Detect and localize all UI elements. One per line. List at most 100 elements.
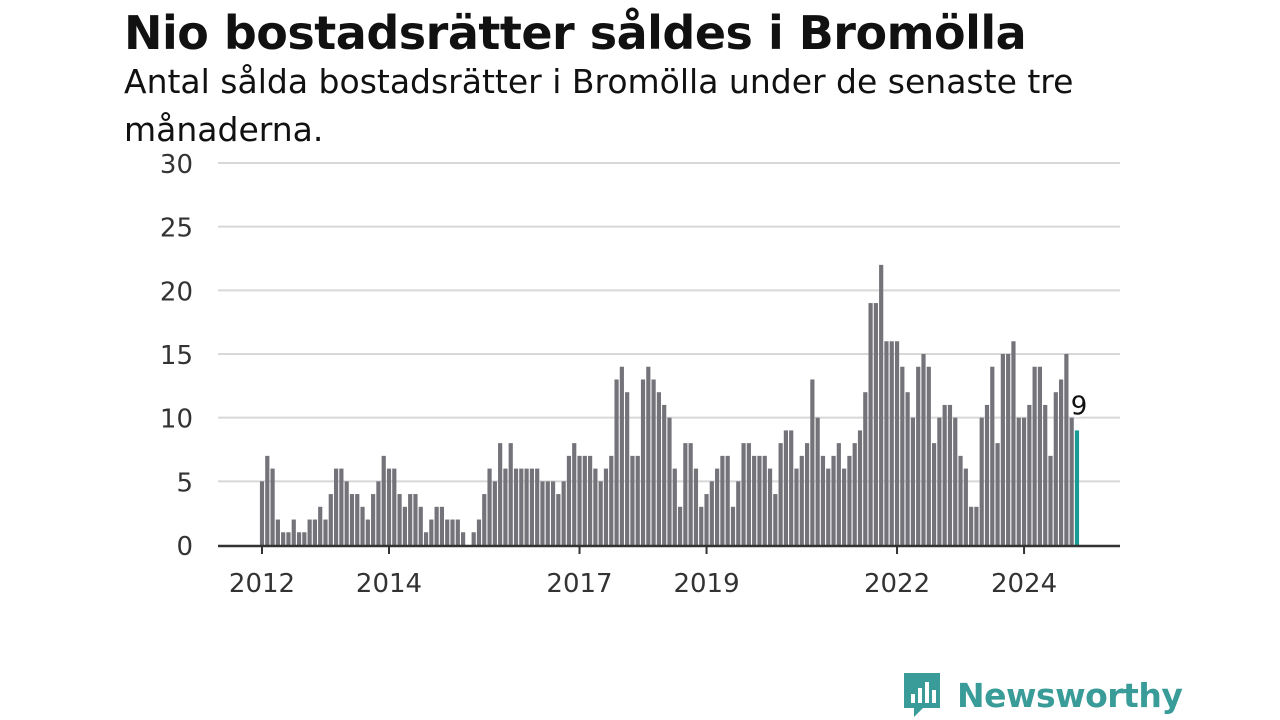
bar	[609, 455, 614, 545]
bar	[630, 455, 635, 545]
bar	[429, 519, 434, 545]
bar	[455, 519, 460, 545]
bar	[990, 366, 995, 545]
chart-subtitle: Antal sålda bostadsrätter i Bromölla und…	[124, 62, 1074, 149]
highlight-value-label: 9	[1071, 391, 1088, 421]
bar	[577, 455, 582, 545]
y-tick-label: 0	[176, 532, 193, 562]
bar	[328, 494, 333, 545]
bar	[725, 455, 730, 545]
bar	[418, 506, 423, 545]
bar	[529, 468, 534, 545]
bar	[857, 430, 863, 545]
bar	[286, 532, 291, 545]
bar	[572, 443, 577, 545]
bar	[688, 443, 693, 545]
bar	[953, 417, 958, 545]
x-tick-label: 2024	[991, 569, 1057, 599]
bar	[974, 506, 979, 545]
bar-chart: 0 5 10 15 20 25 30 2012 2014 2017 2019 2022 2024 9	[160, 150, 1120, 599]
bar	[413, 494, 418, 545]
bars	[259, 264, 1080, 545]
bar	[656, 392, 661, 545]
bar	[916, 366, 921, 545]
y-tick-label: 5	[176, 468, 193, 498]
bar	[312, 519, 318, 545]
bar	[598, 481, 603, 545]
bar	[1006, 354, 1011, 545]
bar	[386, 468, 392, 545]
bar	[789, 430, 794, 545]
bar	[783, 430, 789, 545]
bar	[937, 417, 942, 545]
bar	[550, 481, 556, 545]
bar	[826, 468, 831, 545]
bar	[910, 417, 916, 545]
bar	[889, 341, 894, 545]
bar	[767, 468, 773, 545]
bar	[931, 443, 937, 545]
bar	[852, 443, 857, 545]
bar	[804, 443, 810, 545]
bar	[773, 494, 778, 545]
bar	[969, 506, 974, 545]
bar	[333, 468, 339, 545]
x-tick-label: 2017	[546, 569, 612, 599]
bar	[667, 417, 672, 545]
bar	[270, 468, 275, 545]
bar	[640, 379, 646, 545]
bar	[963, 468, 968, 545]
highlight-bar	[1074, 430, 1080, 545]
bar	[1058, 379, 1064, 545]
bar-chart-speech-bubble-icon	[904, 673, 940, 717]
bar	[810, 379, 815, 545]
bar	[408, 494, 413, 545]
bar	[392, 468, 397, 545]
bar	[1011, 341, 1016, 545]
y-tick-label: 15	[160, 341, 193, 371]
bar	[741, 443, 746, 545]
bar	[1027, 404, 1032, 545]
bar	[926, 366, 931, 545]
x-tick-label: 2014	[356, 569, 422, 599]
bar	[984, 404, 990, 545]
bar	[371, 494, 376, 545]
bar	[545, 481, 550, 545]
bar	[476, 519, 482, 545]
bar	[508, 443, 513, 545]
bar	[535, 468, 540, 545]
bar	[1043, 404, 1048, 545]
bar	[434, 506, 439, 545]
bar	[265, 455, 270, 545]
bar	[355, 494, 360, 545]
bar	[614, 379, 619, 545]
bar	[540, 481, 545, 545]
bar	[1053, 392, 1058, 545]
gridlines	[218, 162, 1120, 483]
bar	[281, 532, 286, 545]
brand-name: Newsworthy	[957, 675, 1183, 715]
bar	[879, 264, 884, 545]
bar	[730, 506, 736, 545]
bar	[868, 303, 873, 545]
bar	[561, 481, 566, 545]
bar	[762, 455, 767, 545]
bar	[736, 481, 741, 545]
bar	[439, 506, 445, 545]
bar	[619, 366, 624, 545]
bar	[662, 404, 667, 545]
bar	[503, 468, 508, 545]
newsworthy-logo: Newsworthy	[901, 670, 1183, 720]
y-tick-label: 25	[160, 214, 193, 244]
bar	[715, 468, 720, 545]
bar	[847, 455, 852, 545]
bar	[894, 341, 900, 545]
bar	[524, 468, 529, 545]
bar	[323, 519, 328, 545]
bar	[1064, 354, 1069, 545]
bar	[836, 443, 841, 545]
bar	[995, 443, 1000, 545]
bar	[677, 506, 683, 545]
bar	[625, 392, 630, 545]
bar	[566, 455, 572, 545]
